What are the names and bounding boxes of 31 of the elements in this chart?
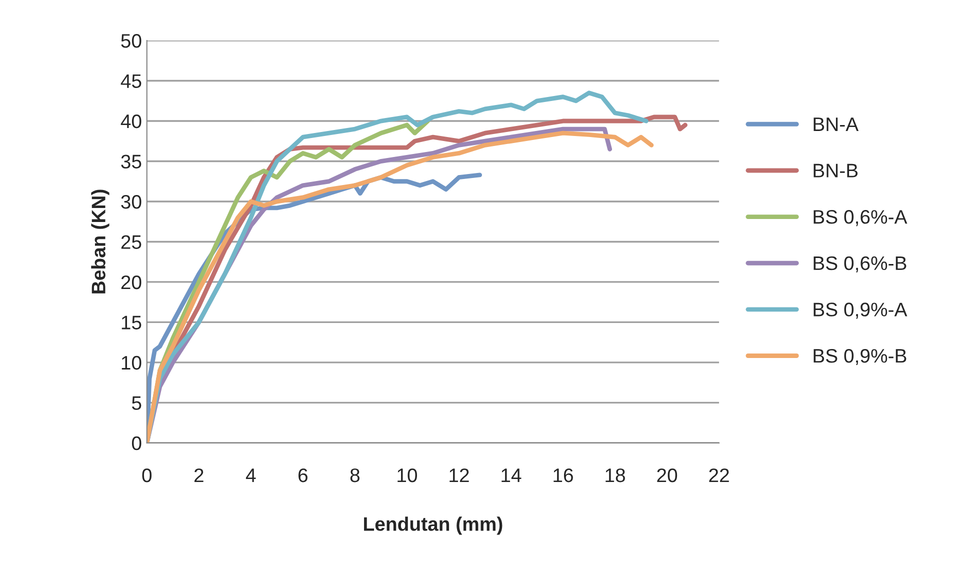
y-tick-label: 0 xyxy=(132,436,142,450)
x-tick-label: 18 xyxy=(606,468,625,482)
x-tick-label: 20 xyxy=(657,468,678,482)
y-tick-label: 35 xyxy=(121,154,142,168)
y-tick-label: 45 xyxy=(120,74,142,88)
y-axis-title: Beban (KN) xyxy=(91,190,110,294)
y-tick-label: 5 xyxy=(132,396,142,410)
x-tick-label: 6 xyxy=(298,468,308,482)
legend-label: BN-A xyxy=(814,118,859,131)
y-tick-label: 25 xyxy=(121,235,142,249)
legend-label: BS 0,6%-A xyxy=(814,210,908,226)
x-tick-label: 0 xyxy=(142,468,152,482)
legend-label: BS 0,9%-A xyxy=(814,302,908,319)
y-tick-label: 40 xyxy=(120,114,142,128)
y-tick-label: 20 xyxy=(121,275,142,290)
x-tick-label: 4 xyxy=(246,468,256,482)
x-tick-label: 10 xyxy=(398,468,418,482)
y-tick-label: 10 xyxy=(122,356,142,370)
x-tick-label: 14 xyxy=(502,468,522,482)
x-axis-title: Lendutan (mm) xyxy=(364,516,502,535)
legend-label: BS 0,9%-B xyxy=(814,348,906,366)
x-tick-label: 12 xyxy=(450,468,469,482)
x-tick-label: 22 xyxy=(709,468,729,482)
legend-label: BN-B xyxy=(814,164,858,178)
y-tick-label: 15 xyxy=(122,316,142,330)
y-tick-label: 50 xyxy=(121,34,142,48)
x-tick-label: 2 xyxy=(194,468,204,482)
y-tick-label: 30 xyxy=(121,194,142,209)
legend-label: BS 0,6%-B xyxy=(814,256,906,272)
x-tick-label: 16 xyxy=(554,468,573,482)
x-tick-label: 8 xyxy=(350,468,360,482)
